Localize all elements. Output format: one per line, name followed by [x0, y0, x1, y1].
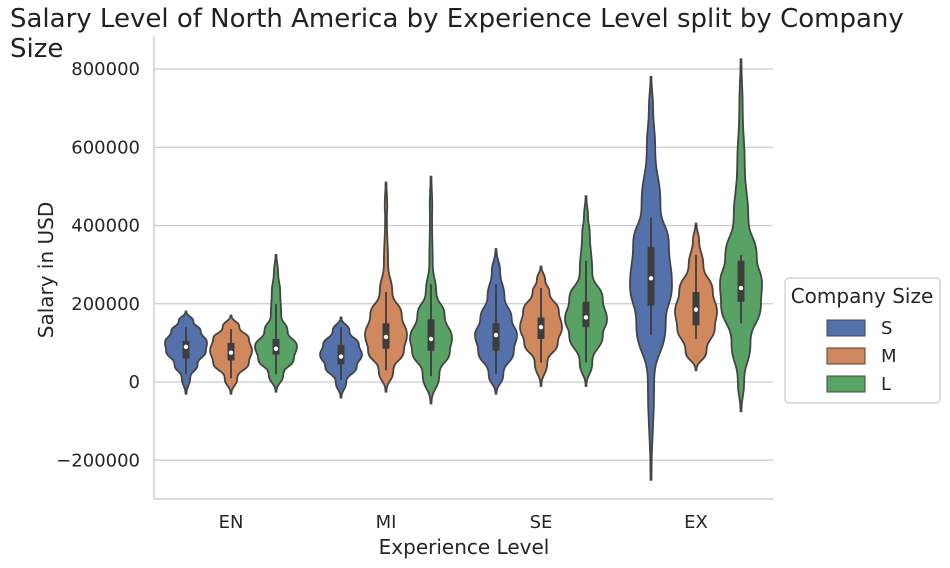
legend-swatch-M [826, 347, 866, 365]
violin-median-point [493, 332, 499, 338]
y-tick-label: 200000 [71, 294, 140, 315]
y-tick-label: 400000 [71, 216, 140, 237]
violin-S-EN [164, 310, 208, 395]
violin-median-point [228, 350, 234, 355]
violin-M-MI [364, 181, 408, 393]
violin-median-point [383, 334, 389, 340]
violin-median-point [583, 315, 589, 320]
violin-median-point [538, 325, 544, 330]
violin-median-point [648, 276, 654, 281]
x-axis-label: Experience Level [379, 535, 550, 559]
violin-iqr-box [182, 340, 190, 359]
legend-swatch-S [826, 319, 866, 337]
violin-L-MI [409, 175, 453, 405]
chart-title: Salary Level of North America by Experie… [10, 4, 904, 64]
violin-M-EN [209, 314, 253, 395]
violin-body [364, 181, 408, 393]
legend: Company Size SML [784, 277, 941, 404]
violin-L-EX [719, 58, 763, 413]
violin-S-MI [319, 316, 363, 399]
y-tick-label: 800000 [71, 59, 140, 80]
y-tick-label: 0 [129, 372, 140, 393]
violin-median-point [428, 336, 434, 342]
violin-S-SE [474, 248, 518, 395]
violin-iqr-box [582, 301, 590, 328]
violin-marks [164, 58, 763, 481]
x-tick-label: MI [376, 512, 397, 533]
legend-title: Company Size [791, 284, 934, 308]
violin-median-point [338, 354, 344, 359]
violin-median-point [693, 307, 699, 312]
legend-swatch-L [826, 375, 866, 393]
violin-iqr-box [737, 260, 745, 302]
x-tick-label: EX [684, 512, 708, 533]
legend-label-M: M [881, 346, 897, 367]
grid-lines [154, 68, 773, 461]
violin-iqr-box [427, 319, 435, 351]
y-axis-label: Salary in USD [34, 202, 58, 339]
violin-S-EX [629, 75, 673, 481]
legend-label-S: S [881, 318, 892, 339]
violin-median-point [273, 346, 279, 351]
violin-median-point [183, 344, 189, 349]
axes: −200000 0 200000 400000 600000 800000 EN MI SE EX [56, 36, 773, 533]
y-tick-label: −200000 [56, 450, 140, 471]
x-tick-label: EN [219, 512, 244, 533]
x-tick-label: SE [530, 512, 553, 533]
violin-L-EN [254, 253, 298, 393]
legend-label-L: L [881, 374, 891, 395]
violin-M-SE [519, 265, 563, 387]
y-tick-label: 600000 [71, 137, 140, 158]
violin-body [719, 58, 763, 413]
violin-M-EX [674, 222, 718, 372]
legend-frame [784, 277, 941, 404]
violin-L-SE [564, 195, 608, 387]
violin-median-point [738, 285, 744, 291]
